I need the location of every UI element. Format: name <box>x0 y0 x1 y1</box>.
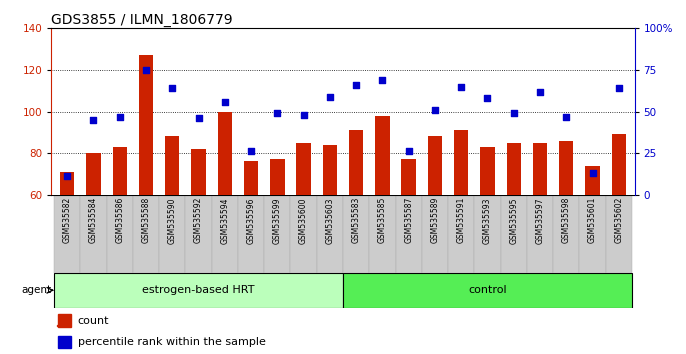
Bar <box>606 195 632 273</box>
Bar <box>343 273 632 308</box>
Point <box>377 77 388 83</box>
Text: GSM535598: GSM535598 <box>562 197 571 244</box>
Text: estrogen-based HRT: estrogen-based HRT <box>142 285 255 295</box>
Bar <box>60 172 75 195</box>
Text: control: control <box>468 285 507 295</box>
Text: GDS3855 / ILMN_1806779: GDS3855 / ILMN_1806779 <box>51 13 233 27</box>
Bar <box>86 153 101 195</box>
Text: GSM535602: GSM535602 <box>614 197 624 244</box>
Bar <box>159 195 185 273</box>
Point <box>534 89 545 95</box>
Text: GSM535583: GSM535583 <box>352 197 361 244</box>
Point <box>351 82 362 88</box>
Bar <box>553 195 580 273</box>
Text: GSM535585: GSM535585 <box>378 197 387 244</box>
Bar <box>317 195 343 273</box>
Bar <box>139 55 153 195</box>
Bar <box>585 166 600 195</box>
Point <box>141 67 152 73</box>
Bar <box>401 159 416 195</box>
Point <box>324 94 335 99</box>
Text: GSM535592: GSM535592 <box>194 197 203 244</box>
Text: GSM535586: GSM535586 <box>115 197 124 244</box>
Bar <box>427 137 442 195</box>
Bar <box>480 147 495 195</box>
Bar <box>133 195 159 273</box>
Point <box>62 173 73 179</box>
Text: GSM535582: GSM535582 <box>62 197 72 243</box>
Point <box>246 149 257 154</box>
Bar <box>369 195 396 273</box>
Bar <box>191 149 206 195</box>
Bar <box>322 145 337 195</box>
Point <box>88 117 99 123</box>
Point <box>167 85 178 91</box>
Bar <box>106 195 133 273</box>
Bar <box>270 159 285 195</box>
Text: GSM535594: GSM535594 <box>220 197 229 244</box>
Point <box>220 99 230 104</box>
Bar <box>264 195 290 273</box>
Bar <box>212 195 238 273</box>
Text: agent: agent <box>22 285 52 295</box>
Text: count: count <box>78 316 109 326</box>
Text: GSM535589: GSM535589 <box>430 197 440 244</box>
Bar <box>375 116 390 195</box>
Bar <box>113 147 127 195</box>
Bar <box>454 130 469 195</box>
Bar <box>343 195 369 273</box>
Text: GSM535596: GSM535596 <box>246 197 256 244</box>
Point <box>193 115 204 121</box>
Bar <box>244 161 259 195</box>
Text: GSM535599: GSM535599 <box>273 197 282 244</box>
Text: GSM535603: GSM535603 <box>325 197 334 244</box>
Text: GSM535587: GSM535587 <box>404 197 413 244</box>
Point <box>272 110 283 116</box>
Bar <box>422 195 448 273</box>
Bar <box>527 195 553 273</box>
Point <box>429 107 440 113</box>
Text: GSM535601: GSM535601 <box>588 197 597 244</box>
Bar <box>580 195 606 273</box>
Bar <box>474 195 501 273</box>
Text: GSM535593: GSM535593 <box>483 197 492 244</box>
Bar <box>238 195 264 273</box>
Bar <box>611 135 626 195</box>
Bar <box>58 314 71 327</box>
Text: GSM535584: GSM535584 <box>89 197 98 244</box>
Text: GSM535595: GSM535595 <box>509 197 518 244</box>
Point <box>482 95 493 101</box>
Point <box>587 170 598 176</box>
Bar <box>349 130 364 195</box>
Point <box>508 110 519 116</box>
Point <box>560 114 571 119</box>
Bar <box>165 137 180 195</box>
Point <box>456 84 466 89</box>
Bar <box>296 143 311 195</box>
Point <box>613 85 624 91</box>
Bar <box>54 195 80 273</box>
Text: GSM535591: GSM535591 <box>457 197 466 244</box>
Text: GSM535600: GSM535600 <box>299 197 308 244</box>
Text: GSM535597: GSM535597 <box>536 197 545 244</box>
Text: GSM535590: GSM535590 <box>168 197 177 244</box>
Bar <box>506 143 521 195</box>
Text: GSM535588: GSM535588 <box>141 197 150 243</box>
Point <box>403 149 414 154</box>
Point <box>298 112 309 118</box>
Bar <box>80 195 106 273</box>
Bar <box>533 143 547 195</box>
Point <box>115 114 126 119</box>
Bar <box>54 273 343 308</box>
Bar <box>501 195 527 273</box>
Bar <box>396 195 422 273</box>
Bar <box>57 325 68 326</box>
Text: percentile rank within the sample: percentile rank within the sample <box>78 337 265 347</box>
Bar <box>185 195 212 273</box>
Bar <box>448 195 474 273</box>
Bar <box>559 141 573 195</box>
Bar <box>217 112 232 195</box>
Bar <box>290 195 317 273</box>
Bar <box>58 336 71 348</box>
